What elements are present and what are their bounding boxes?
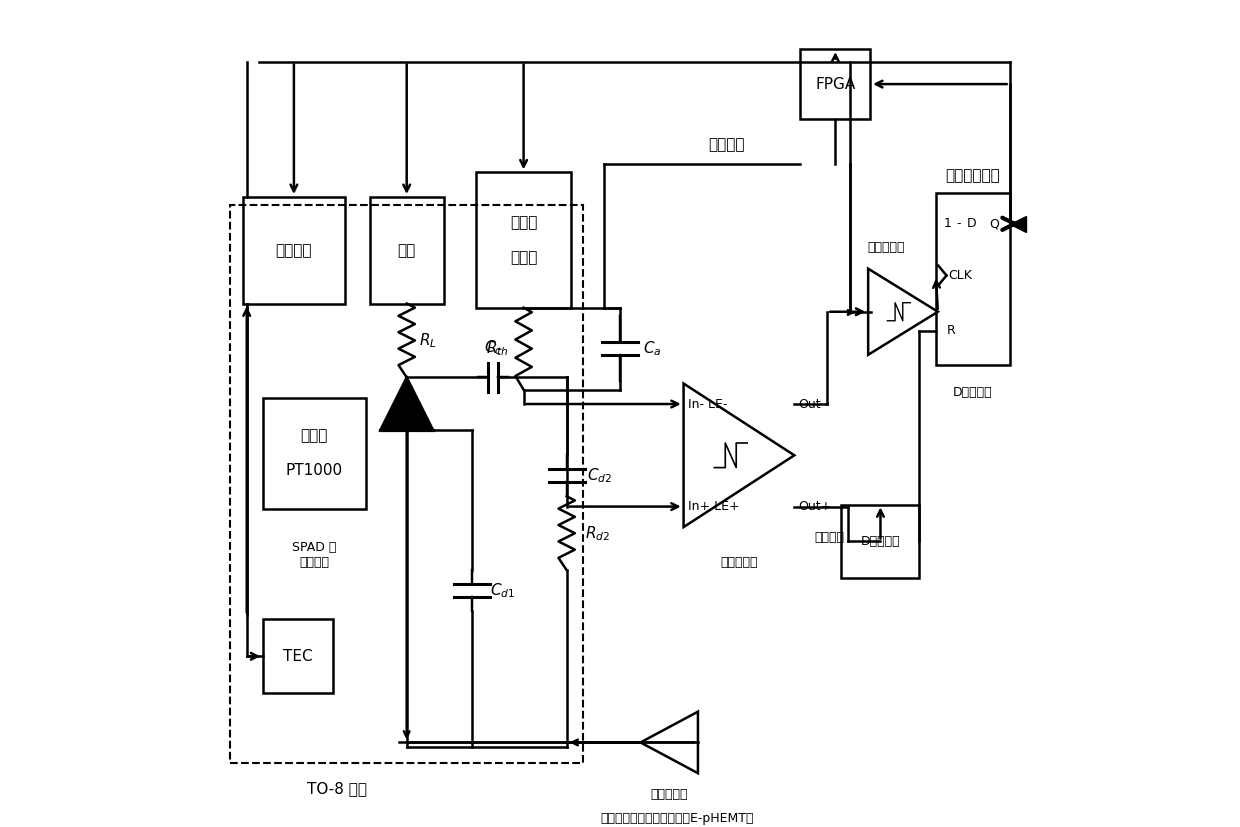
Text: -: -	[956, 218, 961, 230]
Text: 偏压: 偏压	[398, 242, 415, 258]
Text: 反向放大器: 反向放大器	[651, 787, 688, 801]
Polygon shape	[381, 377, 433, 430]
Bar	[263, 398, 366, 509]
Text: $R_{th}$: $R_{th}$	[486, 339, 508, 358]
Text: 高速比较器: 高速比较器	[720, 556, 758, 569]
Text: TEC: TEC	[283, 649, 312, 664]
Text: TO-8 封装: TO-8 封装	[308, 781, 367, 796]
Bar	[842, 504, 919, 578]
Text: FPGA: FPGA	[815, 77, 856, 92]
Text: 制冷控制: 制冷控制	[275, 242, 312, 258]
Text: D: D	[967, 218, 977, 230]
Text: 二级比较器: 二级比较器	[868, 241, 905, 254]
Bar	[476, 172, 570, 308]
Bar	[936, 193, 1009, 365]
Text: D触发器一: D触发器一	[954, 385, 992, 399]
Text: $C_{d1}$: $C_{d1}$	[490, 581, 516, 600]
Text: 恢复脉冲: 恢复脉冲	[815, 531, 844, 544]
Text: Q: Q	[990, 218, 999, 230]
Bar	[243, 197, 345, 304]
Text: $R_{d2}$: $R_{d2}$	[585, 523, 610, 543]
Text: 雪崩信号输出: 雪崩信号输出	[945, 168, 1001, 183]
Text: $C_c$: $C_c$	[484, 338, 502, 357]
Text: Out+: Out+	[799, 500, 832, 513]
Text: In- LE-: In- LE-	[688, 398, 727, 410]
Text: In+ LE+: In+ LE+	[688, 500, 739, 513]
Text: CLK: CLK	[949, 269, 972, 282]
Bar	[801, 50, 870, 119]
Text: D触发器二: D触发器二	[861, 535, 900, 548]
Text: Out-: Out-	[799, 398, 826, 410]
Bar	[370, 197, 444, 304]
Text: $R_L$: $R_L$	[419, 331, 436, 350]
Bar	[231, 205, 583, 763]
Text: 赝配高电子迁移率晶体管（E-pHEMT）: 赝配高电子迁移率晶体管（E-pHEMT）	[600, 812, 754, 825]
Text: $C_{d2}$: $C_{d2}$	[588, 466, 613, 485]
Bar	[263, 619, 332, 693]
Text: 鉴别电

平调控: 鉴别电 平调控	[510, 215, 537, 265]
Text: 关门脉冲: 关门脉冲	[708, 136, 745, 152]
Text: R: R	[946, 324, 955, 337]
Text: $C_a$: $C_a$	[644, 339, 661, 358]
Text: SPAD 光
电探测器: SPAD 光 电探测器	[293, 542, 336, 570]
Text: 1: 1	[944, 218, 952, 230]
Text: 铂电阻

PT1000: 铂电阻 PT1000	[286, 428, 343, 478]
